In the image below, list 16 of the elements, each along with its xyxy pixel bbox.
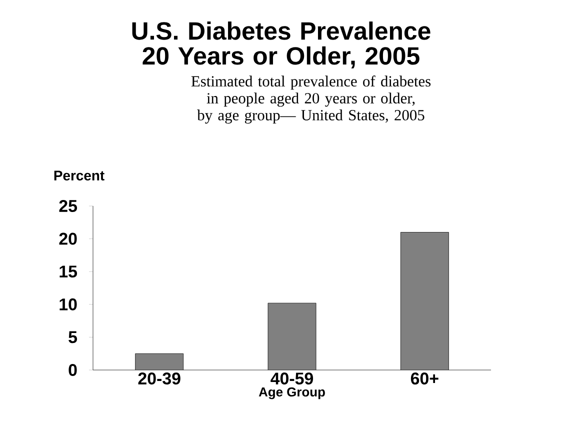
x-tick-label: 60+ [410,372,438,385]
y-tick-label: 20 [59,232,77,245]
chart-title: U.S. Diabetes Prevalence 20 Years or Older, 2005 [132,22,430,68]
x-tick-label: 40-59 [270,372,314,385]
x-axis-title: Age Group [258,387,325,400]
y-tick-label: 0 [68,364,77,376]
y-axis-title: Percent [54,170,104,180]
bar [135,354,184,370]
y-tick-label: 10 [60,298,77,310]
x-tick-label: 20-39 [138,372,180,385]
y-tick-label: 5 [68,331,78,344]
y-tick-label: 25 [59,200,78,212]
bar [268,303,316,370]
y-tick-label: 15 [60,266,78,278]
bar [400,232,449,370]
chart-subtitle: Estimated total prevalence of diabetes in people aged 20 years or older, by age group— United States, 2005 [191,76,431,124]
